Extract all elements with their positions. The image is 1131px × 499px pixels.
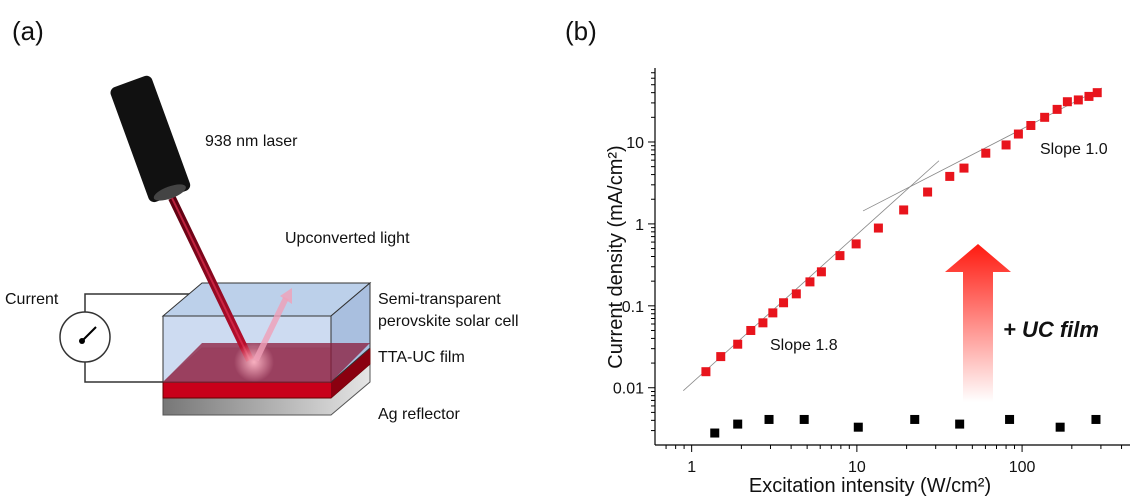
annotation: Slope 1.0 (1040, 141, 1108, 158)
y-tick-label: 0.01 (613, 381, 644, 398)
label: 938 nm laser (205, 133, 298, 150)
figure: (a) 938 nm laser Upconverted light Curre… (0, 0, 1131, 499)
marker (792, 289, 801, 298)
marker (765, 415, 774, 424)
marker (1014, 130, 1023, 139)
marker (805, 277, 814, 286)
marker (1002, 140, 1011, 149)
marker (779, 298, 788, 307)
marker (758, 318, 767, 327)
marker (835, 251, 844, 260)
marker (733, 340, 742, 349)
marker (852, 239, 861, 248)
x-tick-label: 10 (848, 459, 866, 476)
label: Semi-transparent (378, 291, 501, 308)
label: Upconverted light (285, 230, 410, 247)
laser-body (109, 74, 192, 204)
marker (874, 224, 883, 233)
marker (959, 164, 968, 173)
marker (800, 415, 809, 424)
marker (733, 420, 742, 429)
uc-arrow (945, 244, 1011, 402)
y-tick-label: 10 (626, 135, 644, 152)
marker (746, 326, 755, 335)
panel-label: (b) (565, 16, 597, 46)
marker (1040, 113, 1049, 122)
marker (1091, 415, 1100, 424)
needle-pivot (79, 338, 85, 344)
label: perovskite solar cell (378, 313, 519, 330)
label: Current (5, 291, 59, 308)
marker (710, 429, 719, 438)
marker (910, 415, 919, 424)
marker (854, 423, 863, 432)
wire (85, 362, 163, 382)
x-tick-label: 100 (1009, 459, 1036, 476)
marker (899, 205, 908, 214)
annotation: + UC film (1003, 317, 1099, 342)
marker (701, 367, 710, 376)
marker (1093, 88, 1102, 97)
marker (716, 352, 725, 361)
y-axis-label: Current density (mA/cm²) (605, 145, 627, 368)
x-axis-label: Excitation intensity (W/cm²) (749, 475, 991, 497)
diagram: (a) 938 nm laser Upconverted light Curre… (5, 16, 519, 423)
y-tick-label: 0.1 (622, 299, 644, 316)
glow (234, 342, 274, 382)
marker (1084, 92, 1093, 101)
marker (981, 149, 990, 158)
marker (945, 172, 954, 181)
marker (1063, 97, 1072, 106)
marker (955, 420, 964, 429)
panel-label: (a) (12, 16, 44, 46)
label: Ag reflector (378, 406, 460, 423)
marker (768, 308, 777, 317)
marker (1056, 423, 1065, 432)
x-tick-label: 1 (687, 459, 696, 476)
y-tick-label: 1 (635, 217, 644, 234)
label: TTA-UC film (378, 349, 465, 366)
marker (1053, 105, 1062, 114)
laser (109, 74, 193, 206)
marker (1026, 121, 1035, 130)
marker (1005, 415, 1014, 424)
annotation: Slope 1.8 (770, 337, 838, 354)
marker (923, 188, 932, 197)
marker (817, 267, 826, 276)
marker (1074, 95, 1083, 104)
